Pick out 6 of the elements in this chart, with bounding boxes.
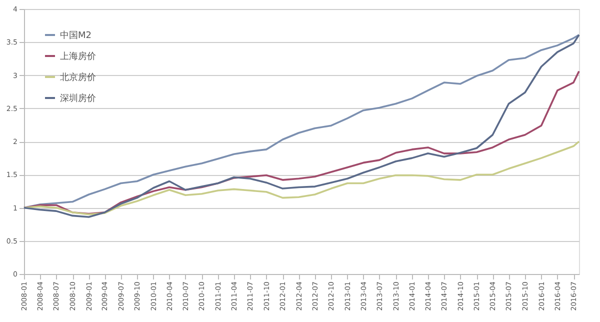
legend-label: 中国M2 bbox=[60, 30, 92, 41]
legend-label: 深圳房价 bbox=[60, 93, 96, 104]
line-series bbox=[23, 70, 580, 215]
legend-label: 上海房价 bbox=[60, 51, 96, 62]
legend-label: 北京房价 bbox=[60, 72, 96, 83]
line-series bbox=[23, 140, 580, 216]
